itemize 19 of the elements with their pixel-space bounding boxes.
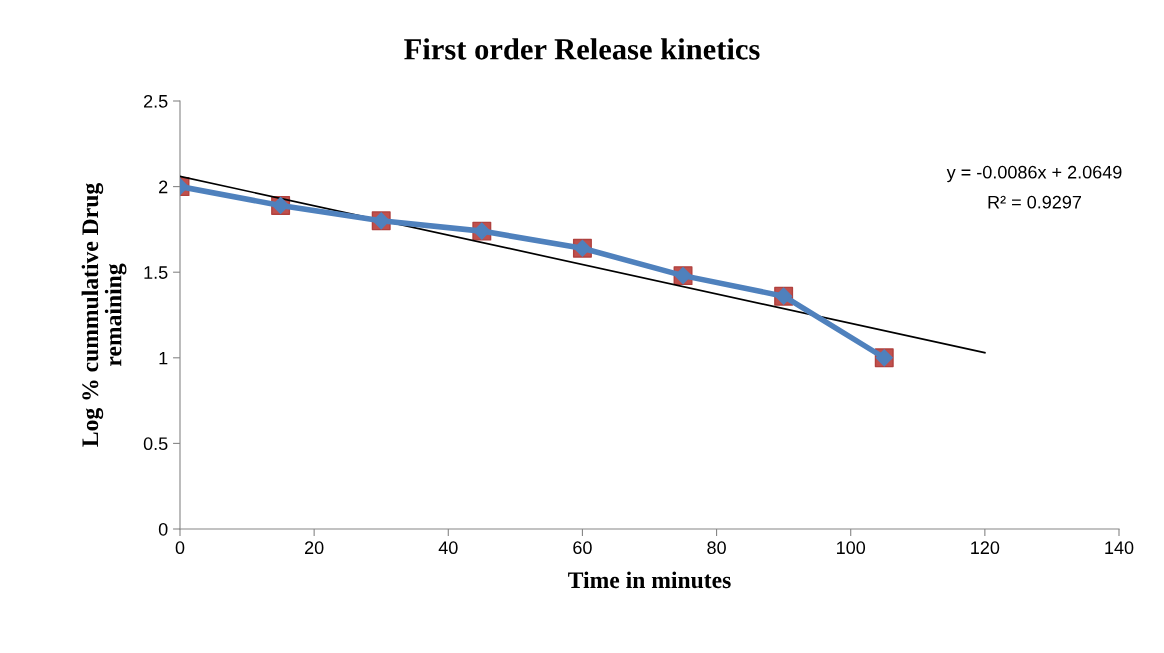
x-tick-label: 100 [837, 541, 866, 555]
annotation: y = -0.0086x + 2.0649 [946, 165, 1122, 183]
x-tick-label: 40 [438, 541, 458, 555]
y-tick-label: 1.5 [144, 266, 168, 279]
y-tick-label: 1 [159, 351, 168, 365]
y-axis-title: Log % cummulative Drug remaining [81, 183, 127, 447]
y-tick-label: 0 [158, 522, 168, 536]
x-tick-label: 120 [971, 541, 1000, 555]
x-tick-label: 60 [573, 541, 592, 555]
y-tick-label: 2.5 [144, 94, 168, 108]
y-tick-label: 0.5 [143, 437, 168, 451]
x-axis-title: Time in minutes [568, 571, 731, 589]
chart-title: First order Release kinetics [404, 38, 760, 60]
x-tick-label: 80 [707, 541, 726, 555]
x-tick-label: 0 [175, 541, 185, 555]
x-tick-label: 20 [305, 541, 324, 555]
annotation: R² = 0.9297 [988, 195, 1082, 209]
x-tick-label: 140 [1105, 541, 1134, 555]
y-tick-label: 2 [159, 180, 168, 194]
